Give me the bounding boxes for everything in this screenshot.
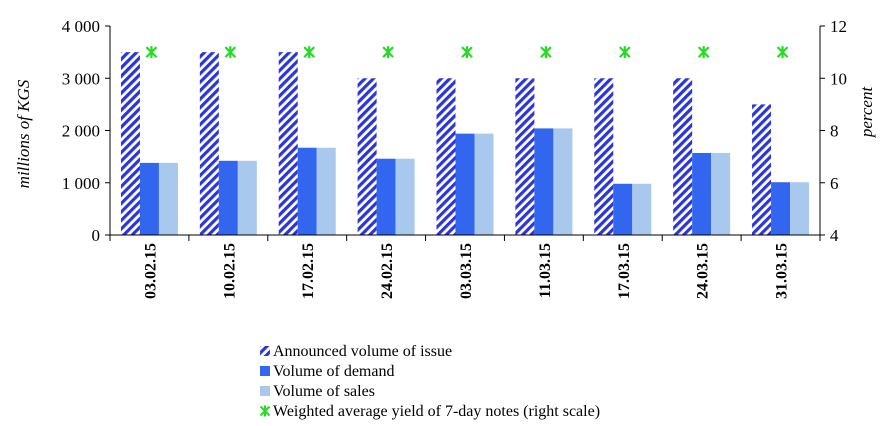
- bar-demand-6: [534, 128, 554, 235]
- x-tick-label: 17.02.15: [300, 243, 317, 299]
- bar-announced-9: [752, 104, 772, 235]
- yield-marker-1: [145, 46, 158, 59]
- x-tick-label: 11.03.15: [537, 243, 554, 298]
- bar-sales-4: [395, 158, 415, 235]
- legend-label: Volume of sales: [273, 383, 375, 400]
- yield-markers-group: [145, 46, 789, 59]
- bar-demand-2: [218, 160, 238, 235]
- y-tick-label: 3 000: [62, 69, 100, 88]
- bar-announced-2: [199, 52, 219, 235]
- bar-sales-9: [790, 182, 810, 235]
- legend-label: Weighted average yield of 7-day notes (r…: [273, 403, 600, 420]
- bar-demand-5: [455, 133, 475, 235]
- bar-announced-8: [673, 78, 693, 235]
- y-tick-label: 2 000: [62, 122, 100, 141]
- legend-swatch-demand: [260, 366, 270, 376]
- y2-tick-label: 12: [830, 17, 847, 36]
- y2-tick-label: 4: [830, 226, 839, 245]
- axes-group: 0 1 000 2 000 3 000 4 000 4 6 8 10 12 03.02.15 10.0…: [62, 17, 847, 299]
- bar-announced-3: [278, 52, 298, 235]
- yield-marker-3: [303, 46, 316, 59]
- yield-marker-8: [697, 46, 710, 59]
- bar-sales-7: [632, 183, 652, 235]
- x-tick-label: 10.02.15: [221, 243, 238, 299]
- y2-axis-title: percent: [857, 86, 876, 139]
- y-tick-label: 0: [92, 226, 101, 245]
- y2-tick-label: 6: [830, 174, 839, 193]
- yield-marker-5: [461, 46, 473, 59]
- legend-swatch-sales: [260, 386, 270, 396]
- bar-demand-9: [771, 182, 791, 235]
- bar-announced-7: [594, 78, 614, 235]
- bar-sales-3: [316, 147, 336, 235]
- legend-label: Announced volume of issue: [273, 343, 452, 360]
- bar-demand-3: [297, 147, 317, 235]
- bar-announced-1: [120, 52, 140, 235]
- bar-announced-4: [357, 78, 377, 235]
- bar-demand-7: [613, 183, 633, 235]
- y2-tick-label: 10: [830, 69, 847, 88]
- y-tick-label: 1 000: [62, 174, 100, 193]
- x-tick-label: 17.03.15: [616, 243, 633, 299]
- x-tick-label: 03.02.15: [142, 243, 159, 299]
- bar-demand-4: [376, 158, 396, 235]
- yield-marker-4: [382, 46, 394, 59]
- bar-demand-8: [692, 152, 712, 235]
- legend-label: Volume of demand: [273, 363, 394, 380]
- bars-group: [120, 52, 810, 235]
- yield-marker-6: [540, 46, 552, 59]
- bar-sales-1: [158, 162, 178, 235]
- bar-sales-8: [711, 152, 731, 235]
- legend: Announced volume of issue Volume of deman…: [259, 343, 600, 420]
- legend-swatch-yield: [259, 405, 271, 417]
- x-tick-label: 03.03.15: [458, 243, 475, 299]
- y-tick-label: 4 000: [62, 17, 100, 36]
- x-tick-label: 24.02.15: [379, 243, 396, 299]
- legend-swatch-announced: [260, 346, 270, 356]
- bar-announced-5: [436, 78, 456, 235]
- y-axis-title: millions of KGS: [14, 79, 33, 188]
- bar-sales-5: [474, 133, 494, 235]
- bar-sales-2: [237, 160, 257, 235]
- yield-marker-7: [618, 46, 631, 59]
- x-tick-label: 31.03.15: [774, 243, 791, 299]
- yield-marker-2: [224, 46, 237, 59]
- bar-demand-1: [139, 162, 159, 235]
- bar-announced-6: [515, 78, 535, 235]
- y2-tick-label: 8: [830, 122, 839, 141]
- yield-marker-9: [776, 46, 789, 59]
- bar-sales-6: [553, 128, 573, 235]
- x-tick-label: 24.03.15: [695, 243, 712, 299]
